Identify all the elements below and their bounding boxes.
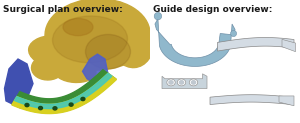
- Ellipse shape: [52, 16, 128, 63]
- Ellipse shape: [111, 18, 153, 68]
- Ellipse shape: [32, 55, 64, 80]
- Polygon shape: [279, 96, 294, 106]
- Polygon shape: [282, 39, 296, 52]
- Ellipse shape: [63, 18, 93, 36]
- Circle shape: [191, 81, 196, 84]
- Circle shape: [167, 79, 175, 86]
- Polygon shape: [12, 73, 116, 114]
- Polygon shape: [82, 54, 108, 86]
- Ellipse shape: [28, 36, 86, 68]
- Polygon shape: [14, 73, 112, 109]
- Circle shape: [179, 81, 184, 84]
- Polygon shape: [4, 59, 33, 108]
- Ellipse shape: [85, 34, 130, 69]
- Polygon shape: [210, 95, 292, 105]
- Text: Guide design overview:: Guide design overview:: [153, 5, 272, 14]
- Circle shape: [39, 107, 43, 110]
- Polygon shape: [155, 19, 235, 66]
- Circle shape: [25, 103, 29, 107]
- Ellipse shape: [231, 30, 237, 37]
- Circle shape: [177, 79, 186, 86]
- Polygon shape: [218, 38, 294, 51]
- Polygon shape: [12, 70, 116, 113]
- Ellipse shape: [154, 12, 162, 20]
- Text: Surgical plan overview:: Surgical plan overview:: [3, 5, 123, 14]
- Circle shape: [189, 79, 198, 86]
- Circle shape: [169, 81, 173, 84]
- Ellipse shape: [45, 0, 150, 70]
- Circle shape: [69, 103, 73, 106]
- Circle shape: [81, 97, 85, 101]
- Ellipse shape: [54, 60, 96, 82]
- Polygon shape: [162, 74, 207, 89]
- Circle shape: [53, 107, 57, 110]
